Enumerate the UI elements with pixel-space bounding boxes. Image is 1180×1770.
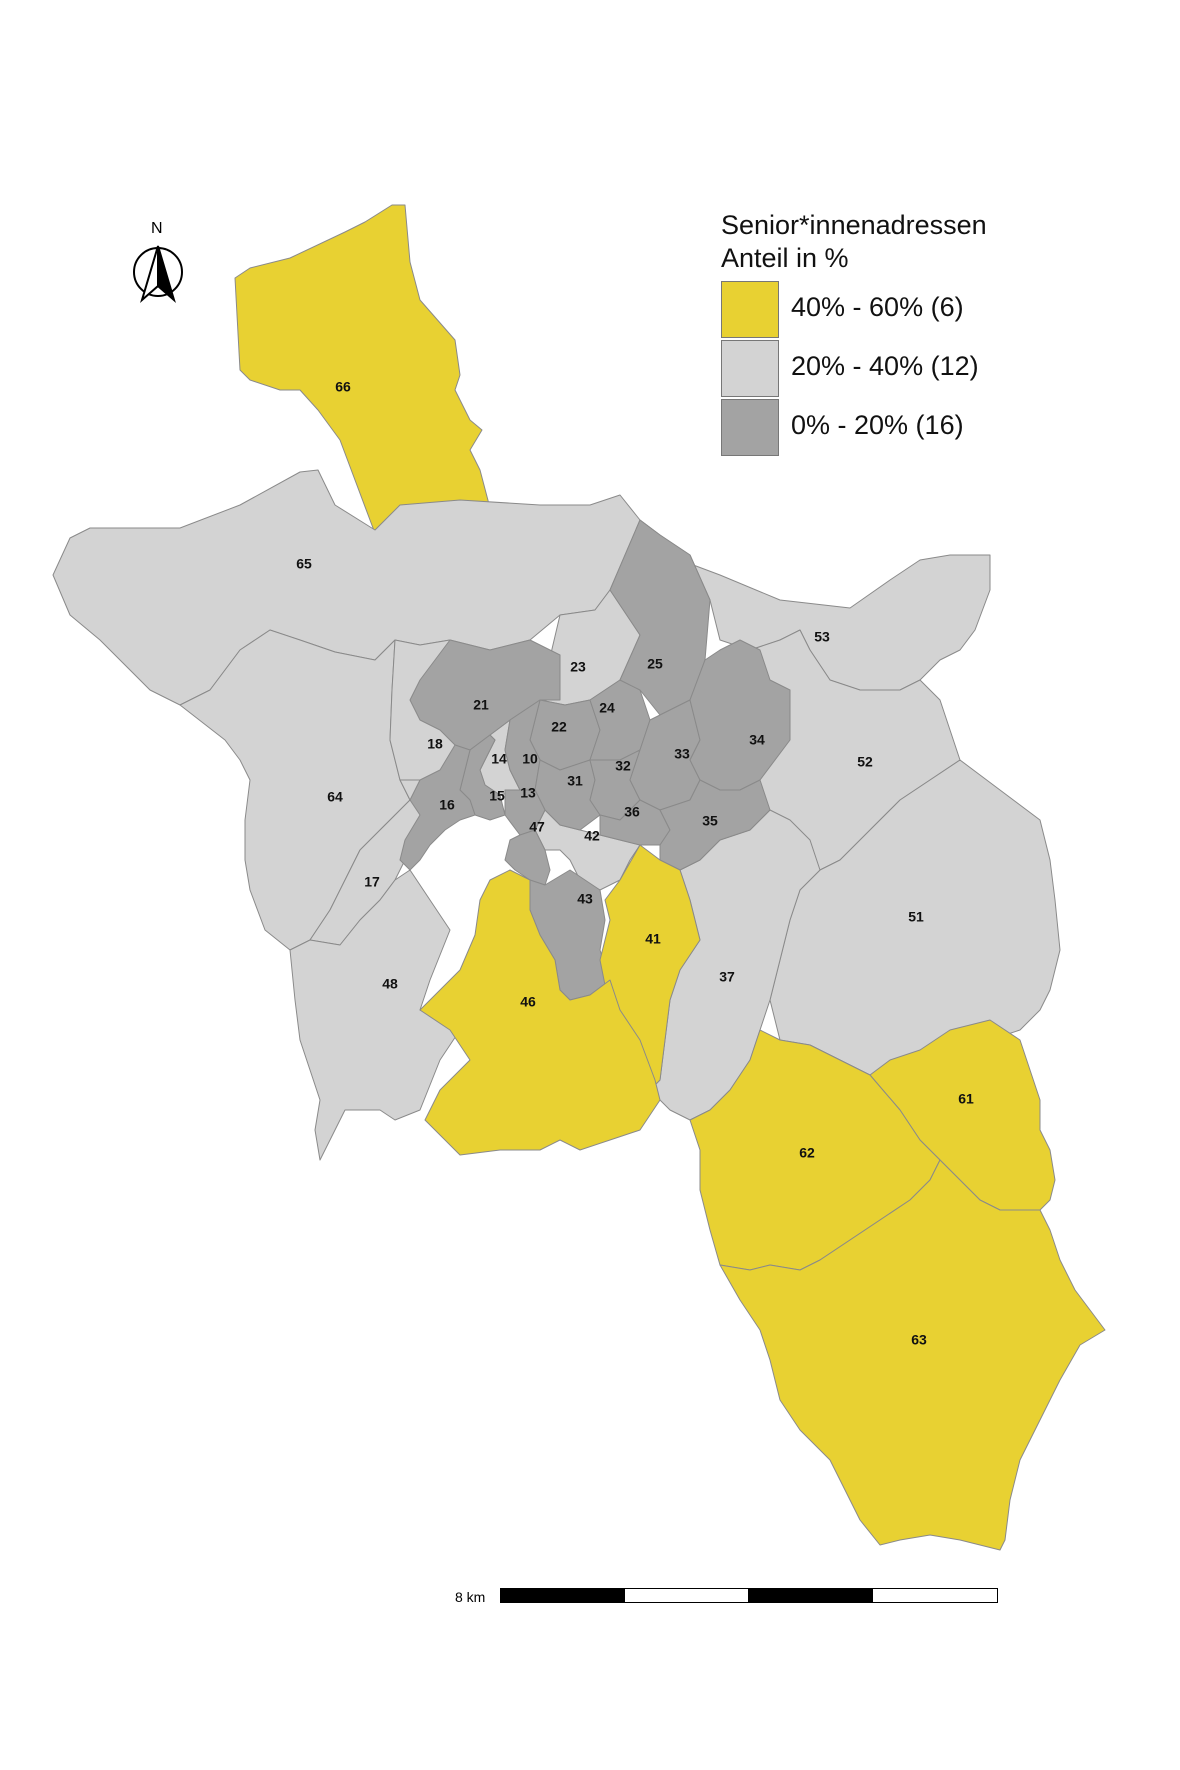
north-arrow-icon [133, 245, 183, 304]
district-label-13: 13 [520, 785, 536, 801]
scale-segment [625, 1589, 749, 1602]
district-label-17: 17 [364, 874, 380, 890]
legend-title-line2: Anteil in % [721, 243, 849, 273]
district-53 [639, 519, 991, 691]
district-label-63: 63 [911, 1332, 927, 1348]
district-label-62: 62 [799, 1145, 815, 1161]
district-16 [399, 744, 476, 871]
legend-label-high: 40% - 60% (6) [791, 292, 964, 322]
district-label-24: 24 [599, 700, 615, 716]
district-label-14: 14 [491, 751, 507, 767]
legend-swatch-low [721, 399, 779, 456]
district-35 [659, 779, 771, 871]
legend-swatch-high [721, 281, 779, 338]
district-label-51: 51 [908, 909, 924, 925]
legend-label-mid: 20% - 40% (12) [791, 351, 979, 381]
district-label-52: 52 [857, 754, 873, 770]
legend-title: Senior*innenadressen Anteil in % [721, 209, 987, 275]
scale-segment [873, 1589, 997, 1602]
district-label-32: 32 [615, 758, 631, 774]
district-label-42: 42 [584, 828, 600, 844]
district-label-35: 35 [702, 813, 718, 829]
district-label-15: 15 [489, 788, 505, 804]
district-label-23: 23 [570, 659, 586, 675]
district-22 [529, 699, 601, 771]
district-66 [234, 204, 491, 561]
district-label-53: 53 [814, 629, 830, 645]
district-label-36: 36 [624, 804, 640, 820]
district-46 [419, 869, 661, 1156]
district-label-31: 31 [567, 773, 583, 789]
district-label-21: 21 [473, 697, 489, 713]
district-label-43: 43 [577, 891, 593, 907]
district-label-34: 34 [749, 732, 765, 748]
district-63 [719, 1159, 1106, 1551]
district-label-47: 47 [529, 819, 545, 835]
district-label-37: 37 [719, 969, 735, 985]
district-13 [504, 789, 546, 836]
district-label-64: 64 [327, 789, 343, 805]
scale-bar [500, 1588, 998, 1603]
scale-bar-label: 8 km [455, 1589, 486, 1605]
district-label-61: 61 [958, 1091, 974, 1107]
district-label-46: 46 [520, 994, 536, 1010]
north-label: N [151, 220, 163, 237]
district-label-41: 41 [645, 931, 661, 947]
scale-segment [749, 1589, 873, 1602]
district-label-33: 33 [674, 746, 690, 762]
legend-swatch-mid [721, 340, 779, 397]
district-label-65: 65 [296, 556, 312, 572]
district-label-22: 22 [551, 719, 567, 735]
legend-title-line1: Senior*innenadressen [721, 210, 987, 240]
district-label-25: 25 [647, 656, 663, 672]
district-label-10: 10 [522, 751, 538, 767]
district-label-18: 18 [427, 736, 443, 752]
district-label-66: 66 [335, 379, 351, 395]
district-label-48: 48 [382, 976, 398, 992]
district-label-16: 16 [439, 797, 455, 813]
legend-label-low: 0% - 20% (16) [791, 410, 964, 440]
scale-segment [501, 1589, 625, 1602]
district-48 [289, 869, 461, 1161]
